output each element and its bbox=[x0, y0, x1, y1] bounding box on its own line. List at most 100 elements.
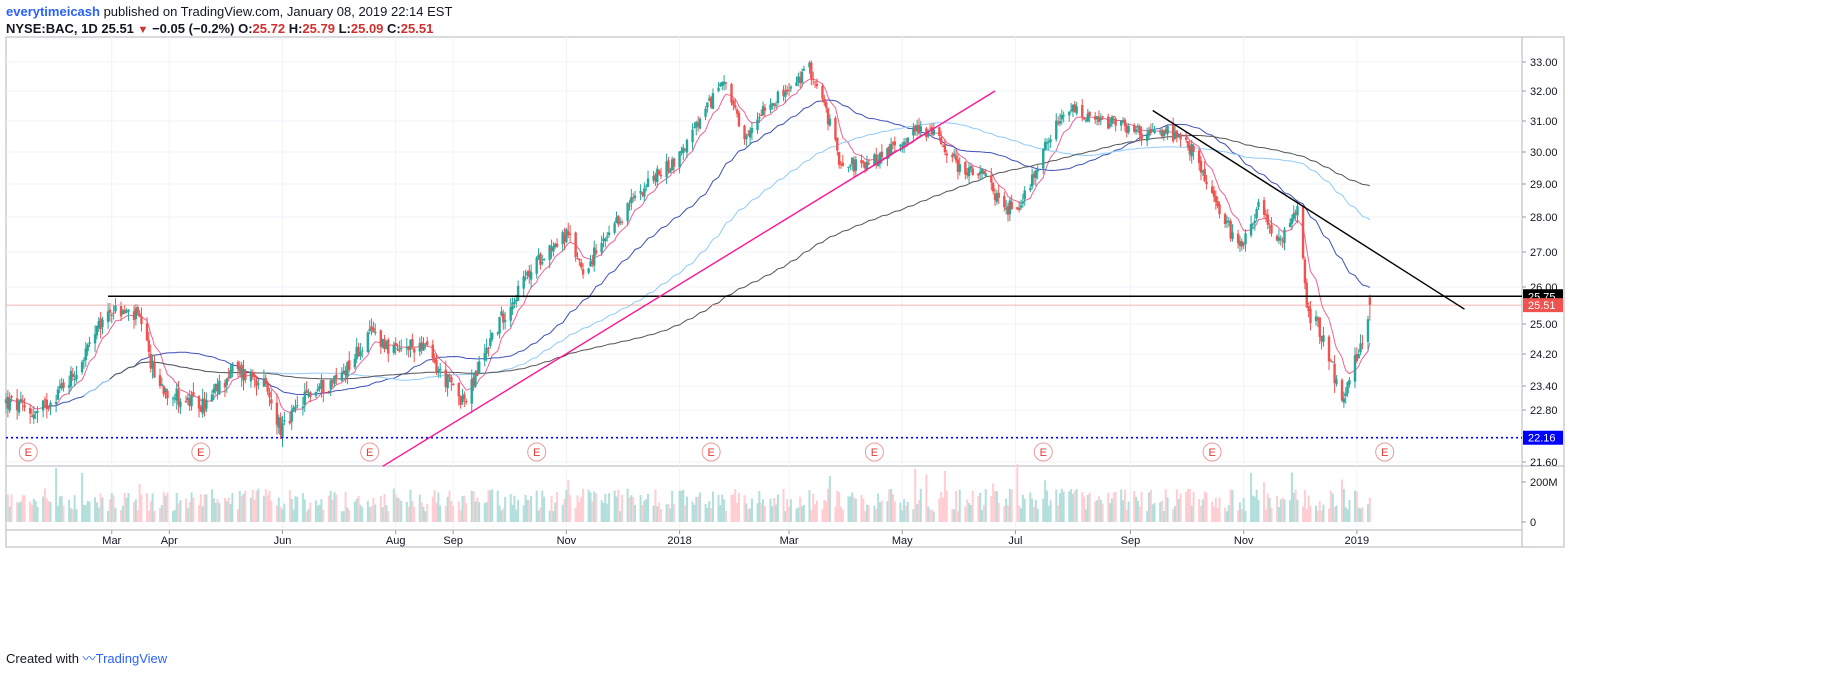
volume-bar bbox=[641, 504, 644, 522]
candle-body bbox=[379, 330, 383, 347]
candle bbox=[463, 391, 466, 408]
volume-bar bbox=[268, 490, 271, 522]
candle-body bbox=[177, 390, 180, 405]
candle-body bbox=[175, 388, 178, 401]
candle-body bbox=[698, 118, 702, 129]
volume-bar bbox=[1138, 506, 1141, 522]
candle-body bbox=[1147, 130, 1151, 136]
candle bbox=[84, 341, 87, 367]
candle-body bbox=[1320, 335, 1323, 342]
volume-bar bbox=[1032, 506, 1035, 522]
volume-bar bbox=[1021, 494, 1024, 522]
volume-bar bbox=[938, 498, 941, 522]
candle bbox=[476, 361, 479, 377]
candle bbox=[244, 368, 247, 384]
candle-body bbox=[529, 272, 533, 280]
x-tick-label: Jun bbox=[274, 535, 292, 547]
candle-body bbox=[1327, 336, 1331, 362]
candle bbox=[348, 351, 351, 373]
candle-body bbox=[563, 234, 566, 242]
tradingview-link[interactable]: TradingView bbox=[95, 651, 168, 666]
volume-bar bbox=[483, 502, 486, 522]
volume-bar bbox=[737, 492, 740, 522]
last-price-tag: 25.51 bbox=[1523, 298, 1563, 313]
candle bbox=[657, 169, 661, 176]
volume-bar bbox=[188, 502, 191, 522]
volume-bar bbox=[1357, 507, 1360, 522]
volume-bar bbox=[919, 488, 922, 522]
candle bbox=[1073, 101, 1077, 113]
volume-bar bbox=[149, 501, 152, 522]
volume-bar bbox=[773, 497, 776, 522]
candle bbox=[1123, 117, 1127, 132]
candle-body bbox=[511, 302, 514, 310]
symbol-label[interactable]: NYSE:BAC, 1D bbox=[6, 21, 98, 36]
candle bbox=[965, 167, 969, 179]
candle-body bbox=[223, 382, 227, 388]
candle-body bbox=[353, 358, 357, 368]
candle-body bbox=[1266, 214, 1269, 225]
candle-body bbox=[930, 127, 934, 135]
candle-body bbox=[1173, 132, 1177, 140]
candle-body bbox=[1086, 113, 1089, 122]
author-link[interactable]: everytimeicash bbox=[6, 4, 100, 19]
candle bbox=[915, 119, 919, 137]
candle-body bbox=[270, 399, 273, 404]
low-value: 25.09 bbox=[350, 21, 384, 36]
volume-bar bbox=[1140, 491, 1143, 522]
volume-bar bbox=[366, 500, 369, 522]
candle bbox=[646, 170, 650, 187]
volume-bar bbox=[684, 505, 687, 522]
candle-body bbox=[904, 142, 908, 144]
candle bbox=[175, 383, 178, 410]
candle-body bbox=[268, 392, 271, 398]
candle-body bbox=[969, 166, 973, 169]
x-tick-label: Jul bbox=[1008, 535, 1022, 547]
candle-body bbox=[101, 319, 104, 327]
volume-bar bbox=[23, 495, 26, 522]
candle bbox=[797, 72, 800, 87]
candle-body bbox=[160, 384, 164, 386]
volume-bar bbox=[472, 491, 475, 522]
candle-body bbox=[667, 160, 670, 171]
volume-bar bbox=[901, 510, 904, 522]
candle bbox=[600, 235, 603, 257]
candle bbox=[555, 238, 559, 248]
volume-bar bbox=[904, 505, 907, 522]
candle bbox=[836, 137, 839, 156]
volume-bar bbox=[862, 498, 865, 522]
volume-bar bbox=[1068, 491, 1071, 522]
y-tick-label: 25.00 bbox=[1530, 319, 1558, 331]
candle bbox=[1071, 104, 1075, 118]
volume-bar bbox=[1229, 489, 1232, 522]
candle bbox=[32, 406, 36, 424]
volume-bar bbox=[396, 497, 399, 522]
candle bbox=[424, 343, 427, 350]
volume-bar bbox=[1122, 500, 1125, 522]
volume-bar bbox=[617, 489, 620, 522]
candle-body bbox=[810, 62, 813, 79]
candle bbox=[1307, 302, 1310, 318]
candle bbox=[379, 329, 383, 354]
candle-body bbox=[1251, 223, 1255, 225]
candle bbox=[290, 404, 293, 431]
candle bbox=[407, 345, 410, 358]
candle bbox=[340, 367, 344, 382]
candle bbox=[708, 94, 711, 102]
volume-bar bbox=[1099, 499, 1102, 522]
volume-bar bbox=[593, 491, 596, 522]
candle bbox=[581, 263, 585, 279]
candle-body bbox=[938, 127, 941, 136]
candle bbox=[1192, 144, 1195, 160]
candle-body bbox=[964, 162, 967, 175]
candle-body bbox=[990, 175, 993, 183]
volume-bar bbox=[457, 501, 460, 522]
candle bbox=[1214, 190, 1218, 210]
candle bbox=[1296, 199, 1299, 224]
candle bbox=[450, 375, 453, 391]
candle bbox=[952, 149, 956, 159]
volume-bar bbox=[398, 498, 401, 522]
candle-body bbox=[576, 258, 579, 260]
